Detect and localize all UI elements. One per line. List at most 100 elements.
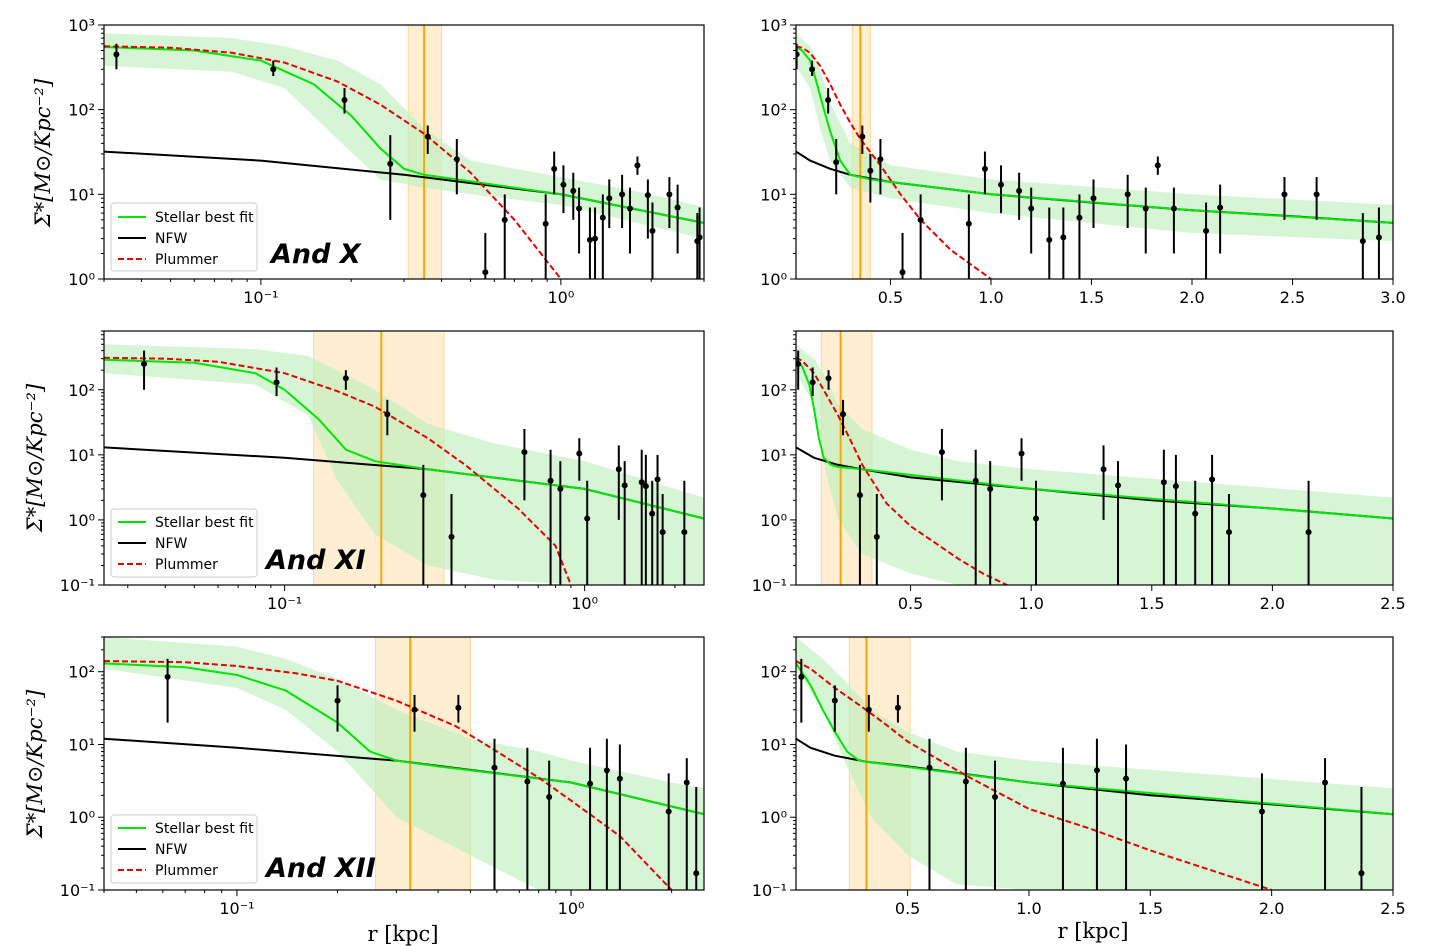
data-point: [825, 97, 832, 104]
y-tick-label: 10⁰: [68, 511, 95, 530]
legend-top: Stellar best fit NFW Plummer: [110, 202, 258, 272]
data-point: [557, 485, 564, 492]
data-point: [1225, 529, 1232, 536]
data-point: [1124, 191, 1131, 198]
data-point: [649, 227, 656, 234]
data-point: [998, 181, 1005, 188]
data-point: [551, 165, 558, 172]
data-point: [621, 482, 628, 489]
legend-box: [110, 202, 258, 272]
data-point: [1160, 479, 1167, 486]
data-point: [576, 205, 583, 212]
data-point: [1281, 191, 1288, 198]
stellar-fit-uncertainty-band: [796, 33, 1393, 242]
y-tick-label: 10¹: [68, 185, 95, 204]
data-point: [987, 485, 994, 492]
data-point: [693, 870, 700, 877]
data-point: [833, 159, 840, 166]
data-point: [1093, 767, 1100, 774]
x-tick-label: 2.0: [1179, 288, 1204, 307]
data-point: [867, 167, 874, 174]
data-point: [113, 51, 120, 58]
data-point: [501, 216, 508, 223]
data-point: [1192, 510, 1199, 517]
plummer-curve: [104, 660, 673, 890]
stellar-best-fit-curve: [104, 46, 704, 224]
x-tick-label: 2.0: [1260, 594, 1285, 613]
data-point: [273, 379, 280, 386]
data-point: [334, 697, 341, 704]
data-point: [873, 533, 880, 540]
x-tick-label: 10⁻¹: [219, 899, 254, 918]
y-tick-label: 10²: [760, 381, 787, 400]
plot-area: [796, 331, 1393, 585]
data-point: [560, 181, 567, 188]
x-tick-label: 0.5: [898, 594, 923, 613]
y-tick-label: 10²: [68, 101, 95, 120]
galaxy-label-and-xi: And XI: [264, 545, 366, 576]
data-point: [938, 449, 945, 456]
x-tick-label: 10⁰: [547, 288, 574, 307]
plot-area: [796, 25, 1393, 279]
data-point: [521, 449, 528, 456]
data-point: [1172, 483, 1179, 490]
stellar-best-fit-curve: [796, 662, 1393, 816]
stellar-best-fit-curve: [796, 359, 1393, 520]
legend-middle: Stellar best fit NFW Plummer: [110, 508, 258, 578]
data-point: [576, 450, 583, 457]
x-axis-label-left: r [kpc]: [367, 922, 438, 946]
panel-5: 10⁻¹ 10⁰ 10¹ 10² 10⁻¹ 10⁰: [60, 636, 705, 918]
y-tick-label: 10¹: [760, 185, 787, 204]
data-point: [1209, 476, 1216, 483]
data-point: [1018, 450, 1025, 457]
y-tick-label: 10¹: [68, 446, 95, 465]
data-point: [1142, 205, 1149, 212]
y-tick-label: 10⁻¹: [752, 881, 787, 900]
x-tick-label: 0.5: [895, 899, 920, 918]
x-tick-label: 2.5: [1280, 288, 1305, 307]
data-point: [491, 764, 498, 771]
y-axis-label-top: Σ*[M⊙/Kpc⁻²]: [31, 78, 55, 228]
y-tick-label: 10²: [68, 381, 95, 400]
data-point: [638, 479, 645, 486]
y-tick-label: 10⁰: [760, 270, 787, 289]
plummer-curve: [796, 660, 1273, 890]
data-point: [696, 234, 703, 241]
data-point: [603, 767, 610, 774]
y-tick-label: 10³: [760, 16, 787, 35]
y-tick-label: 10¹: [760, 735, 787, 754]
y-tick-label: 10¹: [760, 446, 787, 465]
data-point: [1322, 779, 1329, 786]
axes-frame: [103, 636, 705, 891]
y-tick-label: 10⁰: [760, 808, 787, 827]
data-point: [674, 204, 681, 211]
x-tick-label: 3.0: [1380, 288, 1405, 307]
data-point: [384, 411, 391, 418]
y-tick-label: 10¹: [68, 735, 95, 754]
y-tick-label: 10²: [760, 663, 787, 682]
data-point: [270, 66, 277, 73]
x-tick-label: 10⁰: [571, 594, 598, 613]
plummer-curve: [796, 356, 1008, 585]
data-point: [546, 793, 553, 800]
x-tick-label: 1.0: [978, 288, 1003, 307]
plummer-curve: [104, 356, 572, 585]
stellar-best-fit-curve: [104, 662, 704, 816]
data-point: [606, 195, 613, 202]
legend-label-plummer: Plummer: [155, 863, 218, 879]
data-point: [681, 529, 688, 536]
data-point: [615, 466, 622, 473]
x-tick-label: 2.5: [1380, 899, 1405, 918]
x-tick-label: 1.5: [1138, 899, 1163, 918]
plot-area: [796, 637, 1393, 890]
data-point: [1305, 529, 1312, 536]
data-point: [616, 775, 623, 782]
data-point: [584, 515, 591, 522]
data-point: [455, 704, 462, 711]
data-point: [1046, 236, 1053, 243]
data-point: [798, 673, 805, 680]
data-point: [1033, 515, 1040, 522]
legend-bottom: Stellar best fit NFW Plummer: [110, 814, 258, 884]
data-point: [619, 191, 626, 198]
stellar-fit-uncertainty-band: [104, 637, 704, 890]
